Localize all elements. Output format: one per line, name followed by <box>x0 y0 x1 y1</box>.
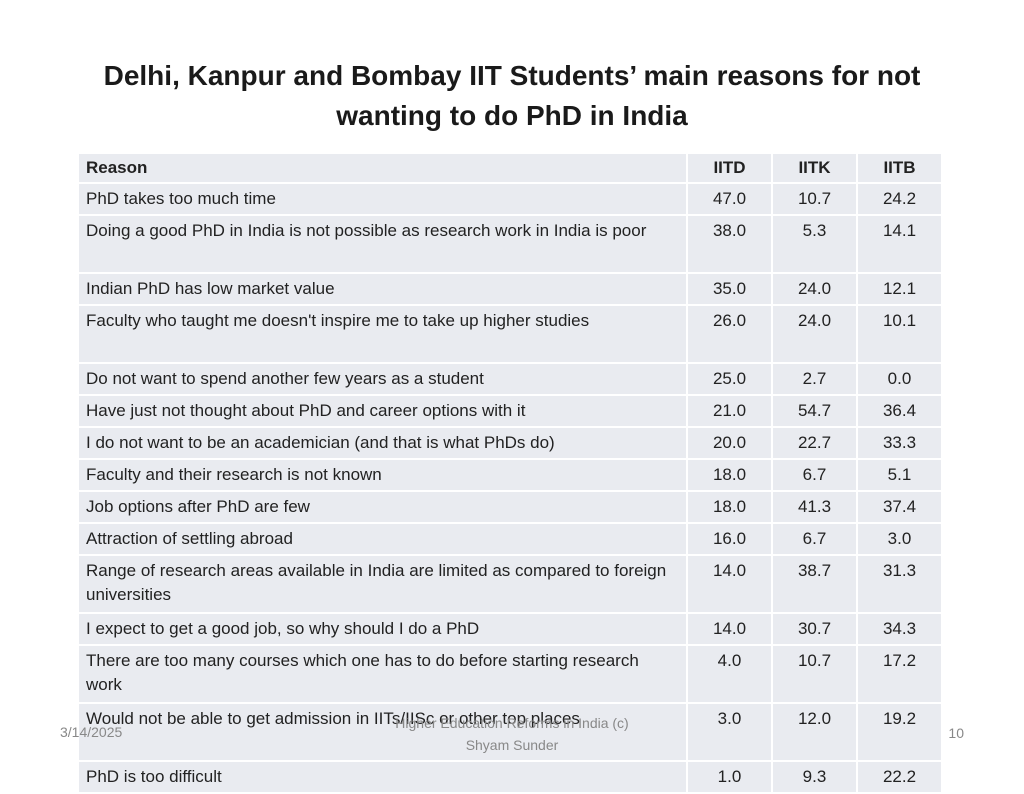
table-row: I expect to get a good job, so why shoul… <box>77 612 943 646</box>
header-reason: Reason <box>77 152 688 184</box>
iitd-cell: 20.0 <box>686 426 773 460</box>
table-row: Indian PhD has low market value 35.0 24.… <box>77 272 943 306</box>
header-iitb: IITB <box>856 152 943 184</box>
header-iitk: IITK <box>771 152 858 184</box>
table-row: Job options after PhD are few 18.0 41.3 … <box>77 490 943 524</box>
iitk-cell: 24.0 <box>771 272 858 306</box>
iitd-cell: 25.0 <box>686 362 773 396</box>
slide-page-number: 10 <box>948 725 964 741</box>
reasons-table-container: Reason IITD IITK IITB PhD takes too much… <box>77 152 943 794</box>
iitk-cell: 2.7 <box>771 362 858 396</box>
iitd-cell: 14.0 <box>686 554 773 614</box>
reason-cell: I expect to get a good job, so why shoul… <box>77 612 688 646</box>
iitb-cell: 22.2 <box>856 760 943 794</box>
iitk-cell: 54.7 <box>771 394 858 428</box>
iitb-cell: 10.1 <box>856 304 943 364</box>
reason-cell: Doing a good PhD in India is not possibl… <box>77 214 688 274</box>
reason-cell: Faculty and their research is not known <box>77 458 688 492</box>
table-header-row: Reason IITD IITK IITB <box>77 152 943 184</box>
iitk-cell: 6.7 <box>771 458 858 492</box>
iitb-cell: 37.4 <box>856 490 943 524</box>
iitd-cell: 21.0 <box>686 394 773 428</box>
reasons-table: Reason IITD IITK IITB PhD takes too much… <box>77 152 943 794</box>
iitk-cell: 10.7 <box>771 644 858 704</box>
table-row: Have just not thought about PhD and care… <box>77 394 943 428</box>
iitk-cell: 12.0 <box>771 702 858 762</box>
table-row: There are too many courses which one has… <box>77 644 943 704</box>
iitb-cell: 34.3 <box>856 612 943 646</box>
footer-date: 3/14/2025 <box>60 724 123 740</box>
iitb-cell: 33.3 <box>856 426 943 460</box>
reason-cell: Indian PhD has low market value <box>77 272 688 306</box>
iitd-cell: 1.0 <box>686 760 773 794</box>
footer-credit-line-2: Shyam Sunder <box>465 737 559 753</box>
iitb-cell: 12.1 <box>856 272 943 306</box>
reason-cell: Would not be able to get admission in II… <box>77 702 688 762</box>
table-row: Do not want to spend another few years a… <box>77 362 943 396</box>
iitd-cell: 4.0 <box>686 644 773 704</box>
iitb-cell: 14.1 <box>856 214 943 274</box>
header-iitd: IITD <box>686 152 773 184</box>
iitk-cell: 38.7 <box>771 554 858 614</box>
table-row: Faculty who taught me doesn't inspire me… <box>77 304 943 364</box>
table-row: I do not want to be an academician (and … <box>77 426 943 460</box>
table-row: PhD is too difficult 1.0 9.3 22.2 <box>77 760 943 794</box>
reason-cell: PhD is too difficult <box>77 760 688 794</box>
reason-cell: Attraction of settling abroad <box>77 522 688 556</box>
reason-cell: Job options after PhD are few <box>77 490 688 524</box>
iitd-cell: 47.0 <box>686 182 773 216</box>
iitb-cell: 24.2 <box>856 182 943 216</box>
reason-cell: PhD takes too much time <box>77 182 688 216</box>
iitk-cell: 24.0 <box>771 304 858 364</box>
iitk-cell: 9.3 <box>771 760 858 794</box>
table-row: Range of research areas available in Ind… <box>77 554 943 614</box>
iitd-cell: 18.0 <box>686 458 773 492</box>
iitd-cell: 14.0 <box>686 612 773 646</box>
iitb-cell: 36.4 <box>856 394 943 428</box>
iitk-cell: 5.3 <box>771 214 858 274</box>
iitd-cell: 38.0 <box>686 214 773 274</box>
iitk-cell: 41.3 <box>771 490 858 524</box>
table-row: PhD takes too much time 47.0 10.7 24.2 <box>77 182 943 216</box>
iitd-cell: 16.0 <box>686 522 773 556</box>
iitk-cell: 6.7 <box>771 522 858 556</box>
table-row: Faculty and their research is not known … <box>77 458 943 492</box>
table-row: Attraction of settling abroad 16.0 6.7 3… <box>77 522 943 556</box>
reason-cell: I do not want to be an academician (and … <box>77 426 688 460</box>
iitd-cell: 3.0 <box>686 702 773 762</box>
slide-title: Delhi, Kanpur and Bombay IIT Students’ m… <box>103 60 921 131</box>
iitb-cell: 3.0 <box>856 522 943 556</box>
iitb-cell: 31.3 <box>856 554 943 614</box>
table-row: Doing a good PhD in India is not possibl… <box>77 214 943 274</box>
iitb-cell: 0.0 <box>856 362 943 396</box>
table-row: Would not be able to get admission in II… <box>77 702 943 762</box>
footer-credit: Higher Education Reforms in India (c) Sh… <box>372 712 652 756</box>
iitb-cell: 5.1 <box>856 458 943 492</box>
reason-cell: Have just not thought about PhD and care… <box>77 394 688 428</box>
iitd-cell: 26.0 <box>686 304 773 364</box>
iitk-cell: 10.7 <box>771 182 858 216</box>
reason-cell: There are too many courses which one has… <box>77 644 688 704</box>
reason-cell: Range of research areas available in Ind… <box>77 554 688 614</box>
iitb-cell: 17.2 <box>856 644 943 704</box>
footer-credit-line-1: Higher Education Reforms in India (c) <box>395 715 629 731</box>
iitb-cell: 19.2 <box>856 702 943 762</box>
reason-cell: Do not want to spend another few years a… <box>77 362 688 396</box>
iitk-cell: 30.7 <box>771 612 858 646</box>
iitd-cell: 35.0 <box>686 272 773 306</box>
iitd-cell: 18.0 <box>686 490 773 524</box>
iitk-cell: 22.7 <box>771 426 858 460</box>
reason-cell: Faculty who taught me doesn't inspire me… <box>77 304 688 364</box>
